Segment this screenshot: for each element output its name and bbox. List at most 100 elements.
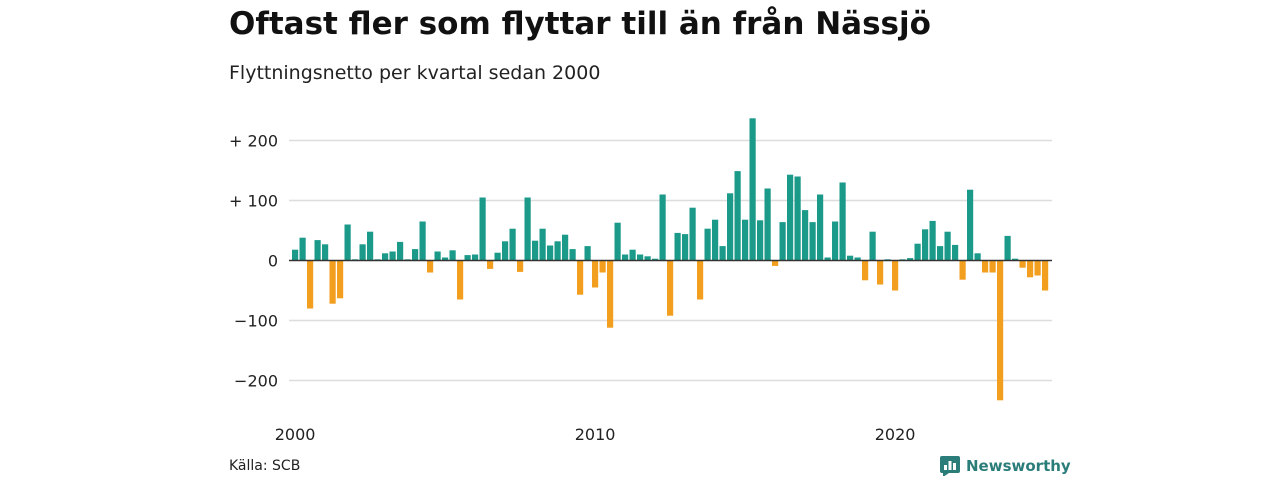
bar [944, 231, 951, 261]
bar [427, 260, 434, 273]
bar [1012, 258, 1019, 261]
bar [472, 254, 479, 261]
bar [329, 260, 336, 304]
bar [764, 188, 771, 261]
bar [479, 197, 486, 261]
bar [914, 243, 921, 261]
bar [577, 260, 584, 295]
bar [824, 257, 831, 261]
bar [464, 255, 471, 261]
bar [1004, 235, 1011, 261]
bar [434, 251, 441, 261]
y-axis-labels: + 200 + 100 0 −100 −200 [229, 132, 278, 391]
bar [749, 118, 756, 261]
bar [457, 260, 464, 300]
bar [817, 194, 824, 261]
bar [787, 174, 794, 261]
bar [622, 254, 629, 261]
bar [659, 194, 666, 261]
bar [847, 255, 854, 261]
bar [937, 246, 944, 261]
bar [922, 229, 929, 261]
bar [779, 222, 786, 261]
chart-subtitle: Flyttningsnetto per kvartal sedan 2000 [229, 62, 601, 84]
bar [742, 219, 749, 261]
bar [502, 241, 509, 261]
bar [757, 220, 764, 261]
bar [337, 260, 344, 299]
bar [809, 222, 816, 261]
bar [367, 231, 374, 261]
bar [382, 253, 389, 261]
bar [389, 251, 396, 261]
bar [569, 249, 576, 261]
bar [449, 250, 456, 261]
bar [532, 240, 539, 261]
x-tick-label: 2020 [875, 425, 916, 444]
bar [997, 260, 1004, 401]
bar [299, 237, 306, 261]
bar [967, 189, 974, 261]
bar [397, 241, 404, 261]
bar [802, 210, 809, 261]
bar [307, 260, 314, 309]
bar [719, 246, 726, 261]
bar [547, 245, 554, 261]
bar [869, 231, 876, 261]
bar [794, 176, 801, 261]
bar [667, 260, 674, 316]
bar [292, 249, 299, 261]
x-tick-label: 2010 [575, 425, 616, 444]
bar [734, 171, 741, 261]
bar [629, 249, 636, 261]
bar [854, 257, 861, 261]
bar [982, 260, 989, 273]
bar [974, 253, 981, 261]
bar [674, 232, 681, 261]
bar [607, 260, 614, 328]
bar [344, 224, 351, 261]
x-axis-labels: 2000 2010 2020 [275, 425, 916, 444]
y-tick-label: −100 [234, 312, 278, 331]
x-tick-label: 2000 [275, 425, 316, 444]
bar [599, 260, 606, 273]
bar [644, 256, 651, 261]
y-tick-label: + 100 [229, 192, 278, 211]
bar [442, 257, 449, 261]
bar [989, 260, 996, 273]
bar [487, 260, 494, 269]
bars [292, 118, 1049, 401]
bar [554, 241, 561, 261]
bar [907, 258, 914, 261]
newsworthy-logo-icon [940, 456, 960, 476]
bar [839, 182, 846, 261]
bar [1042, 260, 1049, 291]
bar [584, 246, 591, 261]
bar [712, 219, 719, 261]
bar [929, 220, 936, 261]
bar [959, 260, 966, 280]
bar [952, 244, 959, 261]
brand-logo[interactable]: Newsworthy [940, 456, 1071, 476]
brand-name: Newsworthy [966, 457, 1071, 475]
y-tick-label: + 200 [229, 132, 278, 151]
bar [652, 258, 659, 261]
bar [862, 260, 869, 281]
bar [539, 228, 546, 261]
bar [682, 234, 689, 261]
bar [614, 222, 621, 261]
bar [562, 234, 569, 261]
bar [494, 252, 501, 261]
bar [637, 254, 644, 261]
bar [892, 260, 899, 291]
grid-lines [289, 139, 1052, 382]
bar [832, 221, 839, 261]
bar [689, 207, 696, 261]
y-tick-label: 0 [268, 252, 278, 271]
bar [314, 240, 321, 261]
bar [697, 260, 704, 300]
bar [412, 249, 419, 261]
bar [704, 228, 711, 261]
bar [419, 221, 426, 261]
